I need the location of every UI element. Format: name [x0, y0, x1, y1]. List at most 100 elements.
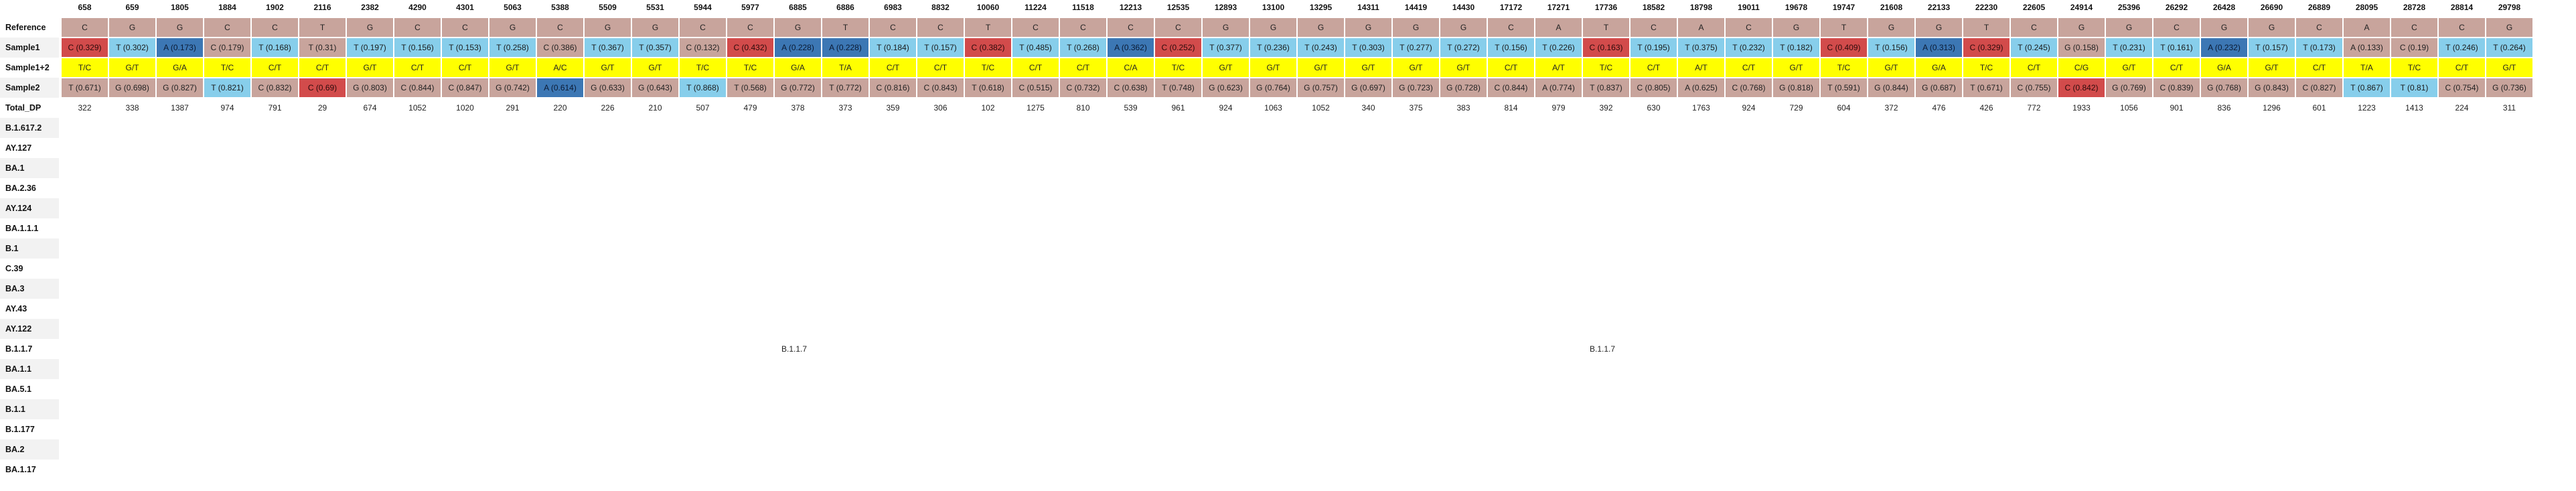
sample12-cell: T/A: [2344, 58, 2390, 77]
sample12-cell: C/T: [1012, 58, 1059, 77]
sample2-cell: C (0.754): [2439, 78, 2485, 97]
total-dp-cell: 1052: [1312, 103, 1330, 113]
total-dp-cell: 224: [2455, 103, 2469, 113]
total-dp-cell: 674: [363, 103, 377, 113]
row-label-stripe: [0, 279, 59, 299]
row-label-stripe: [0, 319, 59, 339]
sample12-cell: T/C: [2391, 58, 2437, 77]
position-header: 5509: [599, 3, 617, 12]
sample12-cell: G/A: [157, 58, 203, 77]
sample12-cell: G/T: [1440, 58, 1487, 77]
total-dp-cell: 1387: [171, 103, 189, 113]
total-dp-cell: 1056: [2120, 103, 2138, 113]
reference-cell: C: [62, 18, 108, 37]
total-dp-cell: 810: [1076, 103, 1090, 113]
sample2-cell: G (0.687): [1916, 78, 1962, 97]
reference-cell: T: [299, 18, 346, 37]
position-header: 14419: [1404, 3, 1428, 12]
total-dp-cell: 375: [1409, 103, 1423, 113]
total-dp-cell: 373: [838, 103, 852, 113]
total-dp-cell: 630: [1647, 103, 1661, 113]
reference-cell: G: [2058, 18, 2105, 37]
sample12-cell: G/T: [2249, 58, 2295, 77]
total-dp-cell: 322: [78, 103, 92, 113]
sample1-cell: T (0.157): [2249, 38, 2295, 57]
position-header: 17736: [1594, 3, 1618, 12]
total-dp-cell: 729: [1789, 103, 1803, 113]
total-dp-cell: 836: [2217, 103, 2231, 113]
sample1-cell: T (0.232): [1726, 38, 1772, 57]
reference-cell: C: [870, 18, 916, 37]
sample2-cell: C (0.842): [2058, 78, 2105, 97]
sample2-cell: C (0.816): [870, 78, 916, 97]
position-header: 28095: [2355, 3, 2378, 12]
row-label-stripe: [0, 399, 59, 419]
sample1-cell: T (0.485): [1012, 38, 1059, 57]
total-dp-cell: 291: [506, 103, 520, 113]
sample2-cell: C (0.843): [917, 78, 964, 97]
sample1-cell: T (0.168): [252, 38, 298, 57]
position-header: 4301: [456, 3, 474, 12]
reference-cell: C: [2153, 18, 2200, 37]
position-header: 5063: [504, 3, 522, 12]
sample1-cell: T (0.264): [2486, 38, 2532, 57]
sample12-cell: C/T: [2153, 58, 2200, 77]
sample1-cell: T (0.272): [1440, 38, 1487, 57]
row-label-stripe: [0, 238, 59, 259]
position-header: 6885: [789, 3, 807, 12]
lineage-row-label: AY.43: [5, 304, 27, 313]
row-label-stripe: [0, 158, 59, 178]
position-header: 11224: [1025, 3, 1047, 12]
position-header: 5388: [551, 3, 569, 12]
sample2-cell: A (0.614): [537, 78, 583, 97]
total-dp-cell: 974: [220, 103, 234, 113]
sample1-cell: T (0.157): [917, 38, 964, 57]
reference-cell: C: [1012, 18, 1059, 37]
lineage-marker: B.1.1.7: [781, 344, 808, 354]
sample1-cell: C (0.386): [537, 38, 583, 57]
reference-cell: C: [1155, 18, 1201, 37]
sample12-cell: A/C: [537, 58, 583, 77]
position-header: 1902: [266, 3, 284, 12]
sample1-cell: T (0.377): [1203, 38, 1249, 57]
reference-cell: C: [2439, 18, 2485, 37]
sample2-cell: C (0.755): [2011, 78, 2057, 97]
sample2-cell: G (0.769): [2106, 78, 2152, 97]
total-dp-cell: 383: [1456, 103, 1470, 113]
sample12-cell: G/T: [1773, 58, 1819, 77]
sample2-cell: C (0.805): [1631, 78, 1677, 97]
sample1-cell: A (0.133): [2344, 38, 2390, 57]
position-header: 12893: [1214, 3, 1237, 12]
sample12-cell: G/T: [1345, 58, 1391, 77]
row-label-stripe: [0, 38, 59, 58]
sample1-cell: T (0.156): [394, 38, 441, 57]
sample12-cell: C/T: [252, 58, 298, 77]
total-dp-cell: 1020: [456, 103, 474, 113]
reference-cell: C: [394, 18, 441, 37]
sample12-cell: G/A: [2201, 58, 2247, 77]
sample12-cell: T/C: [62, 58, 108, 77]
total-dp-cell: 791: [268, 103, 282, 113]
total-dp-cell: 1933: [2072, 103, 2091, 113]
position-header: 18798: [1689, 3, 1713, 12]
position-header: 19678: [1785, 3, 1808, 12]
sample2-cell: G (0.723): [1393, 78, 1439, 97]
sample2-cell: G (0.768): [2201, 78, 2247, 97]
sample1-cell: T (0.161): [2153, 38, 2200, 57]
lineage-row-label: B.1.617.2: [5, 123, 42, 133]
reference-cell: G: [2249, 18, 2295, 37]
sample12-cell: G/A: [1916, 58, 1962, 77]
total-dp-cell: 311: [2502, 103, 2516, 113]
reference-cell: T: [965, 18, 1011, 37]
position-header: 1884: [218, 3, 236, 12]
total-dp-cell: 338: [125, 103, 139, 113]
sample1-cell: T (0.184): [870, 38, 916, 57]
sample2-cell: G (0.843): [2249, 78, 2295, 97]
sample12-cell: G/T: [1298, 58, 1344, 77]
total-dp-cell: 476: [1932, 103, 1946, 113]
reference-cell: G: [585, 18, 631, 37]
position-header: 26428: [2212, 3, 2236, 12]
sample12-cell: C/T: [917, 58, 964, 77]
sample1-cell: C (0.329): [62, 38, 108, 57]
position-header: 26292: [2165, 3, 2188, 12]
